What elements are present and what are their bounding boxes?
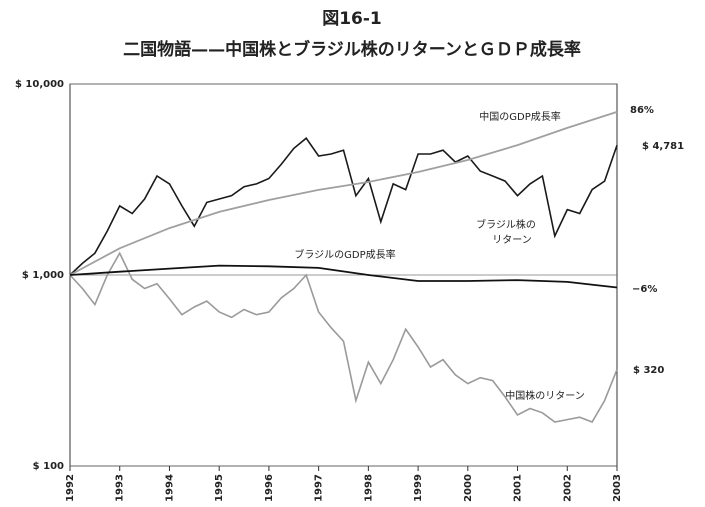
chart-subtitle: 二国物語——中国株とブラジル株のリターンとＧＤＰ成長率 (123, 39, 581, 60)
x-tick-label: 1999 (413, 474, 424, 502)
annotation: リターン (492, 234, 532, 246)
y-tick-label: $ 10,000 (15, 79, 64, 90)
end-label: $ 4,781 (642, 141, 684, 152)
x-tick-label: 1995 (214, 474, 225, 502)
annotation: 中国のGDP成長率 (479, 110, 560, 123)
series-line (69, 111, 618, 276)
annotation: 中国株のリターン (505, 389, 585, 402)
annotation: ブラジル株の (476, 218, 536, 231)
y-tick-label: $ 100 (33, 461, 64, 472)
chart-title: 図16-1 (322, 9, 382, 29)
end-label: $ 320 (633, 365, 664, 376)
x-tick-label: 2001 (513, 474, 524, 502)
x-tick-label: 1993 (115, 474, 126, 502)
x-tick-label: 2003 (612, 474, 623, 502)
x-tick-label: 2002 (562, 474, 573, 502)
x-tick-label: 1996 (264, 474, 275, 502)
x-tick-label: 1994 (164, 474, 175, 502)
x-tick-label: 1998 (363, 474, 374, 502)
y-tick-label: $ 1,000 (22, 270, 64, 281)
annotation: ブラジルのGDP成長率 (294, 248, 395, 261)
x-tick-label: 2000 (463, 474, 474, 502)
series-line (69, 137, 618, 276)
series-line (69, 264, 618, 289)
end-label: −6% (632, 284, 657, 295)
x-tick-label: 1992 (65, 474, 76, 502)
series-line (69, 251, 618, 423)
end-label: 86% (630, 105, 654, 116)
x-tick-label: 1997 (314, 474, 325, 502)
